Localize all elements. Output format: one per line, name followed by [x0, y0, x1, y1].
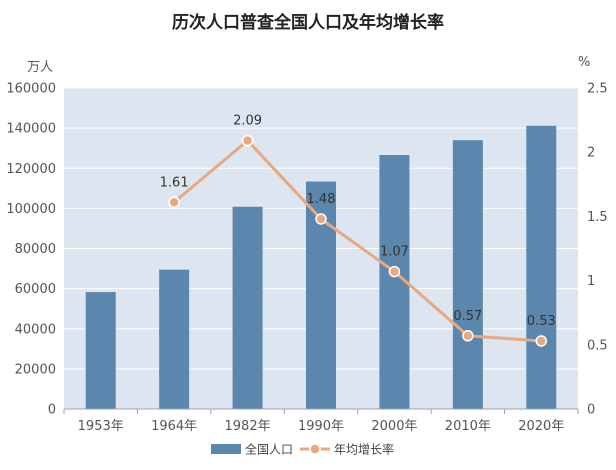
growth-rate-point	[535, 335, 548, 347]
y-left-tick-label: 120000	[6, 162, 56, 177]
x-tick-label: 1953年	[78, 419, 124, 434]
x-tick-label: 2020年	[518, 419, 564, 434]
growth-rate-line	[173, 138, 542, 343]
bar	[232, 206, 263, 409]
growth-rate-data-label: 1.48	[307, 192, 336, 207]
y-right-tick-label: 1	[587, 274, 595, 289]
bar	[85, 292, 116, 409]
y-right-tick-label: 2	[587, 146, 595, 161]
y-right-tick-label: 2.5	[587, 82, 608, 97]
x-tick-label: 1964年	[151, 419, 197, 434]
legend-swatch-population	[211, 444, 241, 454]
chart-title: 历次人口普查全国人口及年均增长率	[172, 13, 444, 33]
y-left-tick-label: 40000	[15, 322, 56, 337]
axes: 0 20000 40000 60000 80000 100000 120000 140000 1…	[6, 55, 607, 434]
growth-rate-data-label: 1.61	[160, 175, 189, 190]
growth-rate-data-label: 1.07	[380, 245, 409, 260]
y-left-tick-label: 160000	[6, 82, 56, 97]
legend: 全国人口 年均增长率	[211, 442, 394, 457]
y-left-tick-label: 60000	[15, 282, 56, 297]
y-right-tick-label: 0	[587, 403, 595, 418]
growth-rate-point	[241, 134, 254, 147]
bar	[526, 125, 557, 410]
y-left-tick-label: 20000	[15, 362, 56, 377]
bar	[159, 269, 190, 409]
line-series: 1.61 2.09 1.48 1.07 0.57 0.53	[160, 114, 556, 347]
y-left-tick-label: 0	[48, 403, 56, 418]
legend-marker-growth	[309, 443, 321, 455]
y-right-unit-label: %	[578, 55, 590, 70]
growth-rate-data-label: 0.53	[527, 314, 556, 329]
x-tick-label: 2000年	[371, 419, 417, 434]
bar	[452, 140, 483, 409]
y-left-unit-label: 万人	[27, 60, 53, 75]
legend-label-growth: 年均增长率	[334, 442, 394, 457]
y-right-tick-label: 0.5	[587, 338, 608, 353]
legend-label-population: 全国人口	[245, 442, 293, 457]
growth-rate-data-label: 2.09	[233, 114, 262, 129]
y-left-tick-label: 140000	[6, 122, 56, 137]
growth-rate-point	[462, 330, 474, 342]
x-tick-label: 1982年	[225, 419, 271, 434]
growth-rate-point	[168, 196, 180, 209]
y-left-tick-label: 80000	[15, 242, 56, 257]
y-left-tick-label: 100000	[6, 202, 56, 217]
y-right-tick-label: 1.5	[587, 210, 608, 225]
x-tick-label: 2010年	[445, 419, 491, 434]
growth-rate-point	[388, 265, 401, 278]
growth-rate-point	[315, 213, 327, 225]
growth-rate-data-label: 0.57	[453, 309, 482, 324]
x-tick-label: 1990年	[298, 419, 344, 434]
